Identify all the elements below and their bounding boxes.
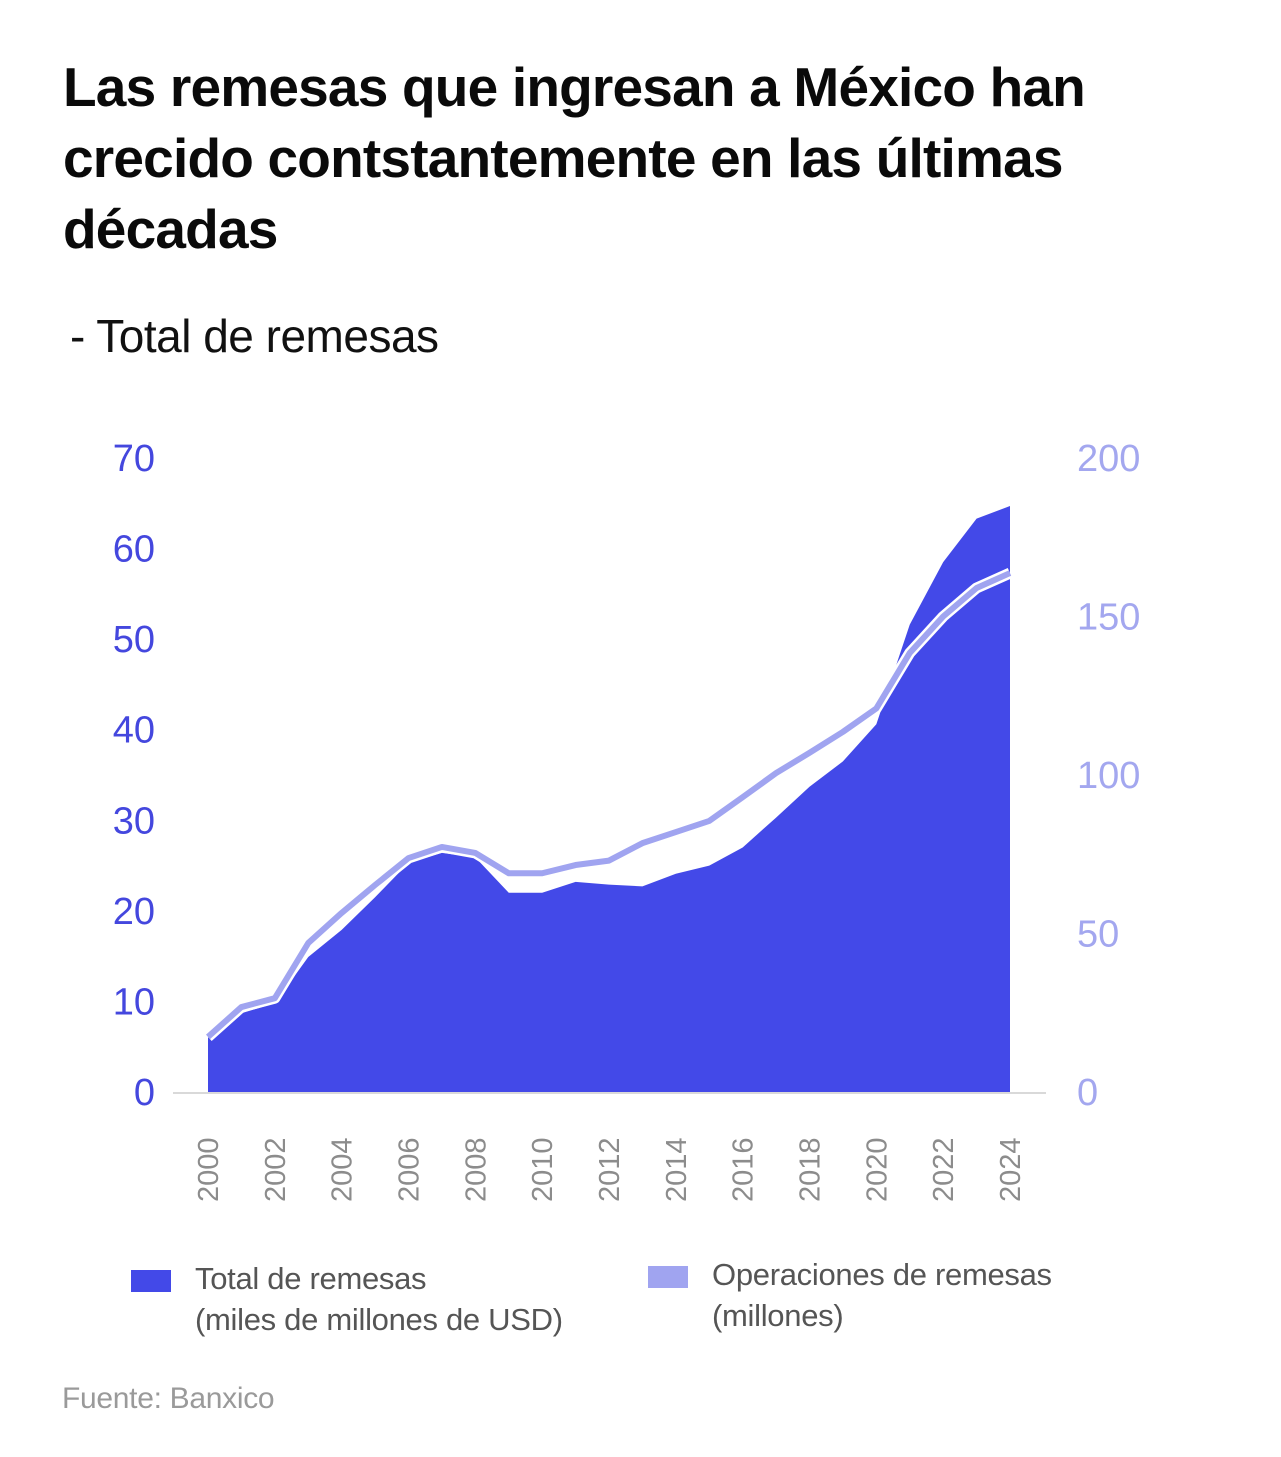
x-axis-tick-label: 2018 [795, 1137, 827, 1202]
x-axis-tick-label: 2022 [928, 1137, 960, 1202]
right-axis: 0 50 100 150 200 [1077, 438, 1140, 1114]
right-axis-tick-label: 50 [1077, 914, 1119, 956]
x-axis-tick-label: 2020 [861, 1137, 893, 1202]
left-axis-tick-label: 20 [113, 891, 155, 933]
x-axis-tick-label: 2024 [995, 1137, 1027, 1202]
source-note: Fuente: Banxico [62, 1382, 275, 1415]
right-axis-tick-label: 200 [1077, 438, 1140, 480]
left-axis-tick-label: 30 [113, 800, 155, 842]
left-axis-tick-label: 50 [113, 619, 155, 661]
line-series-layer [204, 568, 1013, 1041]
left-axis-tick-label: 70 [113, 438, 155, 480]
legend-item-operaciones: Operaciones de remesas (millones) [648, 1254, 1052, 1336]
x-axis-tick-label: 2014 [661, 1137, 693, 1202]
right-axis-tick-label: 100 [1077, 755, 1140, 797]
area-total-remesas [208, 506, 1010, 1092]
legend-label-operaciones-line2: (millones) [712, 1298, 844, 1333]
x-axis: 2000 2002 2004 2006 2008 2010 2012 2014 2016 2018… [193, 1137, 1027, 1202]
chart-subtitle: - Total de remesas [70, 310, 439, 362]
right-axis-tick-label: 0 [1077, 1072, 1098, 1114]
right-axis-tick-label: 150 [1077, 597, 1140, 639]
legend-swatch-total [131, 1270, 171, 1292]
left-axis: 0 10 20 30 40 50 60 70 [113, 438, 155, 1114]
legend-item-total: Total de remesas (miles de millones de U… [131, 1258, 563, 1340]
area-series-layer [208, 506, 1010, 1092]
chart-title: Las remesas que ingresan a México han cr… [63, 56, 1086, 260]
legend-swatch-operaciones [648, 1266, 688, 1288]
left-axis-tick-label: 0 [134, 1072, 155, 1114]
left-axis-tick-label: 40 [113, 710, 155, 752]
x-axis-tick-label: 2016 [728, 1137, 760, 1202]
x-axis-tick-label: 2002 [260, 1137, 292, 1202]
x-axis-tick-label: 2006 [394, 1137, 426, 1202]
legend-label-total-line1: Total de remesas [195, 1261, 427, 1296]
left-axis-tick-label: 60 [113, 529, 155, 571]
left-axis-tick-label: 10 [113, 981, 155, 1023]
x-axis-tick-label: 2000 [193, 1137, 225, 1202]
x-axis-tick-label: 2012 [594, 1137, 626, 1202]
x-axis-tick-label: 2010 [527, 1137, 559, 1202]
x-axis-tick-label: 2008 [460, 1137, 492, 1202]
legend-label-total-line2: (miles de millones de USD) [195, 1302, 563, 1337]
x-axis-tick-label: 2004 [327, 1137, 359, 1202]
legend-label-operaciones-line1: Operaciones de remesas [712, 1257, 1052, 1292]
